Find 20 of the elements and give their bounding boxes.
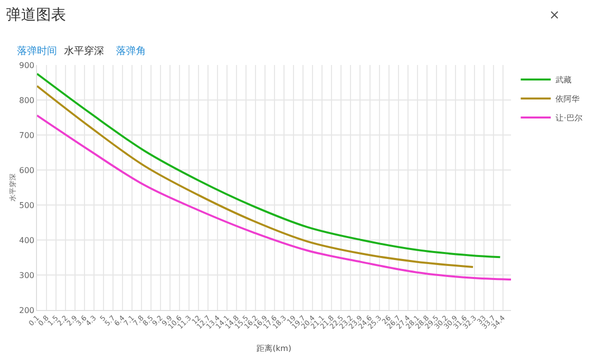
text: 落弹角 — [116, 45, 146, 57]
y-tick-label: 500 — [19, 200, 34, 210]
y-tick-label: 900 — [19, 60, 34, 70]
legend-label: 依阿华 — [556, 94, 580, 104]
y-tick-label: 300 — [19, 270, 34, 280]
text: 落弹时间 — [17, 45, 57, 57]
legend-label: 武藏 — [556, 76, 572, 85]
legend-label: 让·巴尔 — [556, 114, 582, 123]
y-tick-label: 200 — [19, 306, 34, 315]
line-series — [37, 114, 511, 281]
y-tick-label: 700 — [19, 130, 34, 140]
x-axis-title: 距离(km) — [256, 344, 292, 353]
y-tick-label: 800 — [19, 96, 34, 105]
line-series — [37, 85, 474, 268]
line-series — [37, 72, 502, 258]
y-tick-label: 400 — [19, 236, 34, 245]
chart-title: 弹道图表 — [6, 5, 66, 24]
text: 水平穿深 — [64, 45, 104, 57]
y-tick-label: 600 — [19, 166, 34, 175]
text: × — [549, 8, 560, 23]
